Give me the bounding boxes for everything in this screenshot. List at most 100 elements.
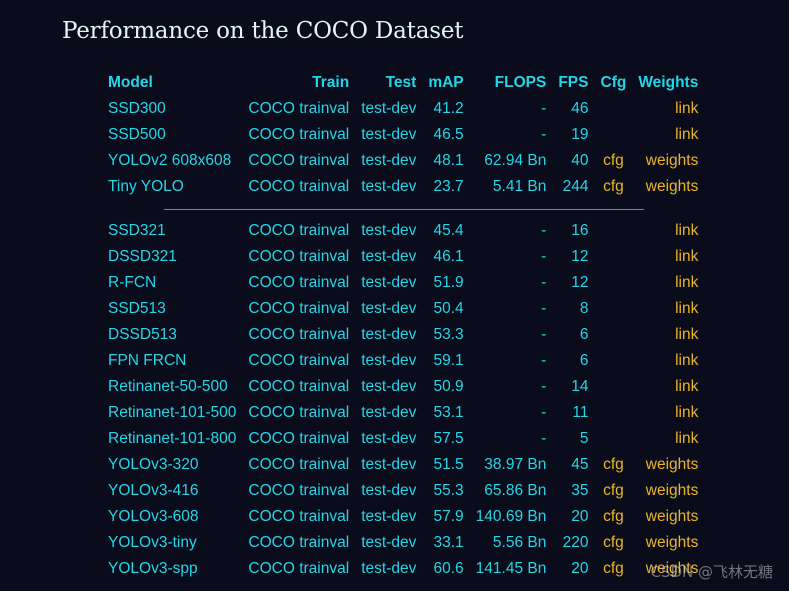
cell-weights-link[interactable]: link: [675, 100, 699, 117]
cell-test: test-dev: [361, 378, 417, 395]
cell-weights-link[interactable]: link: [675, 378, 699, 395]
cell-flops: 5.56 Bn: [492, 534, 547, 551]
table-row: R-FCN COCO trainval test-dev 51.9 - 12 link: [102, 270, 704, 296]
cell-map: 51.5: [433, 456, 464, 473]
table-divider-group: [102, 200, 704, 218]
column-header-model: Model: [108, 74, 153, 91]
cell-cfg-link[interactable]: cfg: [603, 456, 624, 473]
cell-test: test-dev: [361, 352, 417, 369]
cell-flops: -: [541, 300, 547, 317]
cell-map: 48.1: [433, 152, 464, 169]
cell-fps: 20: [571, 560, 589, 577]
performance-table: Model Train Test mAP FLOPS FPS Cfg Weigh…: [102, 70, 704, 582]
cell-fps: 14: [571, 378, 589, 395]
cell-weights-link[interactable]: weights: [645, 152, 699, 169]
cell-flops: 62.94 Bn: [484, 152, 547, 169]
cell-model: Retinanet-101-800: [108, 430, 237, 447]
cell-model: SSD513: [108, 300, 166, 317]
cell-train: COCO trainval: [248, 534, 350, 551]
cell-train: COCO trainval: [248, 508, 350, 525]
table-row: SSD300 COCO trainval test-dev 41.2 - 46 link: [102, 96, 704, 122]
cell-test: test-dev: [361, 534, 417, 551]
cell-map: 41.2: [433, 100, 464, 117]
cell-test: test-dev: [361, 274, 417, 291]
cell-train: COCO trainval: [248, 326, 350, 343]
cell-weights-link[interactable]: weights: [645, 178, 699, 195]
cell-fps: 20: [571, 508, 589, 525]
table-row: DSSD513 COCO trainval test-dev 53.3 - 6 link: [102, 322, 704, 348]
cell-fps: 46: [571, 100, 589, 117]
cell-cfg-link[interactable]: cfg: [603, 508, 624, 525]
cell-map: 51.9: [433, 274, 464, 291]
cell-map: 60.6: [433, 560, 464, 577]
cell-weights-link[interactable]: link: [675, 404, 699, 421]
cell-train: COCO trainval: [248, 482, 350, 499]
cell-flops: -: [541, 352, 547, 369]
cell-weights-link[interactable]: link: [675, 222, 699, 239]
cell-test: test-dev: [361, 248, 417, 265]
table-row: YOLOv3-tiny COCO trainval test-dev 33.1 5.56…: [102, 530, 704, 556]
cell-fps: 12: [571, 248, 589, 265]
cell-train: COCO trainval: [248, 300, 350, 317]
table-group-1: SSD300 COCO trainval test-dev 41.2-46 link SS…: [102, 96, 704, 200]
cell-fps: 12: [571, 274, 589, 291]
cell-map: 33.1: [433, 534, 464, 551]
cell-model: YOLOv3-tiny: [108, 534, 197, 551]
table-row: Retinanet-50-500 COCO trainval test-dev 50.…: [102, 374, 704, 400]
cell-weights-link[interactable]: link: [675, 274, 699, 291]
cell-fps: 11: [572, 404, 589, 421]
watermark-text: CSDN @飞林无糖: [650, 563, 773, 581]
cell-weights-link[interactable]: link: [675, 300, 699, 317]
table-row: Retinanet-101-800 COCO trainval test-dev 57…: [102, 426, 704, 452]
cell-map: 46.5: [433, 126, 464, 143]
cell-train: COCO trainval: [248, 222, 350, 239]
cell-map: 45.4: [433, 222, 464, 239]
cell-weights-link[interactable]: weights: [645, 534, 699, 551]
cell-cfg: [595, 348, 633, 374]
cell-model: R-FCN: [108, 274, 157, 291]
cell-flops: 65.86 Bn: [484, 482, 547, 499]
cell-test: test-dev: [361, 126, 417, 143]
cell-weights-link[interactable]: link: [675, 352, 699, 369]
cell-weights-link[interactable]: link: [675, 126, 699, 143]
table-row: YOLOv3-608 COCO trainval test-dev 57.9 140.6…: [102, 504, 704, 530]
table-row: SSD513 COCO trainval test-dev 50.4 - 8 link: [102, 296, 704, 322]
cell-cfg-link[interactable]: cfg: [603, 152, 624, 169]
cell-model: YOLOv3-608: [108, 508, 199, 525]
table-row: SSD500 COCO trainval test-dev 46.5 - 19 link: [102, 122, 704, 148]
cell-flops: -: [541, 126, 547, 143]
cell-test: test-dev: [361, 560, 417, 577]
cell-cfg-link[interactable]: cfg: [603, 482, 624, 499]
cell-fps: 16: [571, 222, 589, 239]
cell-flops: -: [541, 326, 547, 343]
cell-map: 23.7: [433, 178, 464, 195]
cell-flops: -: [541, 404, 547, 421]
cell-train: COCO trainval: [248, 274, 350, 291]
cell-cfg-link[interactable]: cfg: [603, 560, 624, 577]
cell-weights-link[interactable]: link: [675, 248, 699, 265]
column-header-test: Test: [385, 74, 417, 91]
cell-fps: 45: [571, 456, 589, 473]
cell-train: COCO trainval: [248, 152, 350, 169]
cell-weights-link[interactable]: weights: [645, 456, 699, 473]
cell-flops: 141.45 Bn: [475, 560, 547, 577]
cell-weights-link[interactable]: weights: [645, 508, 699, 525]
cell-train: COCO trainval: [248, 352, 350, 369]
cell-cfg-link[interactable]: cfg: [603, 534, 624, 551]
cell-cfg-link[interactable]: cfg: [603, 178, 624, 195]
table-row: SSD321 COCO trainval test-dev 45.4 - 16 link: [102, 218, 704, 244]
cell-cfg: [595, 122, 633, 148]
table-row: DSSD321 COCO trainval test-dev 46.1 - 12 link: [102, 244, 704, 270]
table-row: Tiny YOLO COCO trainval test-dev 23.7 5.41 B…: [102, 174, 704, 200]
cell-cfg: [595, 296, 633, 322]
cell-weights-link[interactable]: link: [675, 326, 699, 343]
cell-weights-link[interactable]: weights: [645, 560, 699, 577]
cell-cfg: [595, 270, 633, 296]
cell-model: YOLOv3-320: [108, 456, 199, 473]
cell-weights-link[interactable]: link: [675, 430, 699, 447]
cell-test: test-dev: [361, 508, 417, 525]
table-row: YOLOv3-416 COCO trainval test-dev 55.3 65.86…: [102, 478, 704, 504]
column-header-cfg: Cfg: [600, 74, 627, 91]
cell-flops: -: [541, 274, 547, 291]
cell-weights-link[interactable]: weights: [645, 482, 699, 499]
